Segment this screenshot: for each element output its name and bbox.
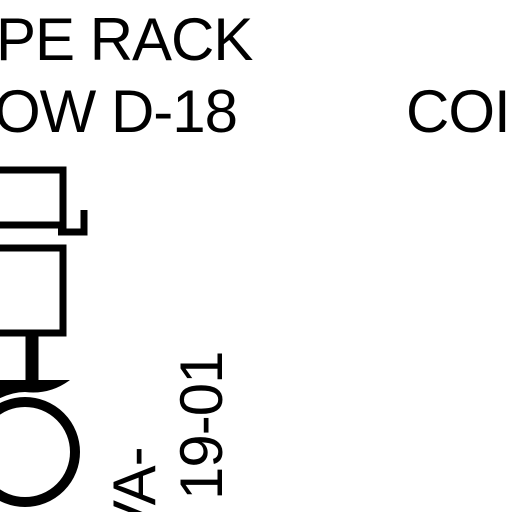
row-label: OW D-18	[0, 78, 238, 145]
upper-box	[0, 166, 67, 229]
actuator-crescent	[0, 380, 70, 399]
column-label-partial: COI	[406, 78, 511, 145]
pipe-rack-label: PE RACK	[0, 6, 253, 73]
tag-prefix-label: VA-	[101, 447, 168, 512]
valve-body-circle	[0, 397, 80, 507]
tag-number-label: 19-01	[168, 351, 235, 500]
lower-box	[0, 244, 67, 337]
bracket-line	[58, 210, 88, 236]
